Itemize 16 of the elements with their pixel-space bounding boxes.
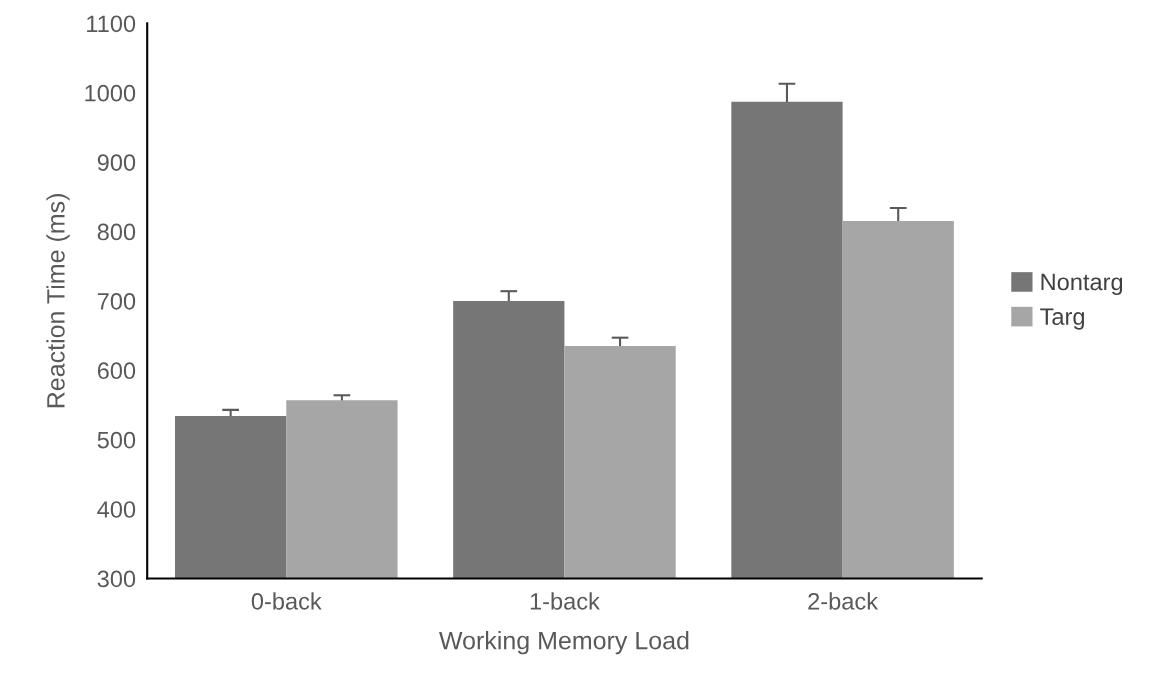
y-tick-label: 400 <box>97 501 136 518</box>
x-tick-label: 1-back <box>530 592 600 610</box>
y-tick-label: 300 <box>97 570 136 588</box>
y-tick-label: 800 <box>97 223 136 241</box>
x-axis-title: Working Memory Load <box>439 631 689 655</box>
y-tick-label: 700 <box>97 292 136 310</box>
y-tick-label: 1100 <box>87 15 136 33</box>
y-tick-label: 900 <box>97 154 136 171</box>
y-axis-title: Reaction Time (ms) <box>46 194 70 408</box>
legend-label: Nontarg <box>1041 273 1123 295</box>
legend-label: Targ <box>1040 308 1084 330</box>
y-tick-label: 500 <box>97 431 136 449</box>
y-tick-label: 600 <box>97 362 136 380</box>
x-tick-label: 0-back <box>251 592 322 610</box>
y-tick-label: 1000 <box>85 84 136 102</box>
x-tick-label: 2-back <box>808 592 879 610</box>
